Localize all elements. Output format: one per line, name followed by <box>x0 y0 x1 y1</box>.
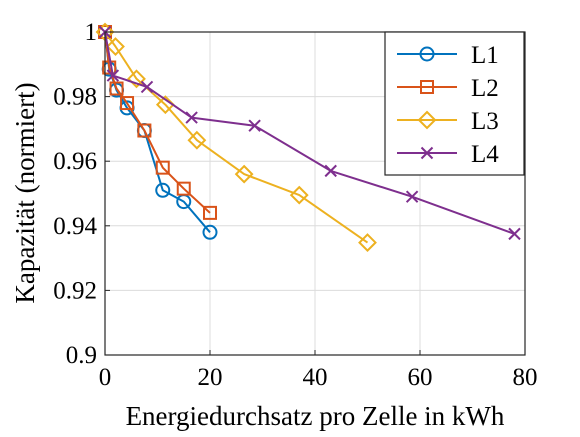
legend-label-l1: L1 <box>471 42 499 69</box>
data-point-l3 <box>234 164 254 184</box>
legend-marker-l2 <box>420 80 434 94</box>
data-point-l4 <box>508 227 521 241</box>
data-point-l3 <box>187 130 207 150</box>
data-point-l4 <box>405 190 419 203</box>
data-point-l4 <box>106 69 120 82</box>
series-l4 <box>98 25 521 241</box>
data-point-l2 <box>109 81 124 96</box>
legend: L1 L2 L3 L4 <box>384 31 525 176</box>
data-point-l3 <box>127 69 146 89</box>
data-point-l3 <box>358 233 377 253</box>
data-point-l2 <box>102 60 117 75</box>
legend-marker-l4 <box>420 146 434 160</box>
x-tick-label: 80 <box>513 364 538 391</box>
y-tick-label: 0.96 <box>53 148 97 175</box>
legend-label-l4: L4 <box>471 141 499 168</box>
y-axis-title: Kapazität (normiert) <box>10 82 40 303</box>
data-point-l2 <box>137 123 152 138</box>
data-point-l4 <box>324 164 337 178</box>
data-point-l3 <box>289 185 309 205</box>
plot-frame <box>104 31 526 356</box>
x-tick-label: 20 <box>198 364 223 391</box>
y-tick-label: 0.9 <box>66 342 97 369</box>
x-tick-label: 60 <box>408 364 433 391</box>
legend-label-l3: L3 <box>471 108 499 135</box>
data-point-l1 <box>202 224 218 240</box>
x-tick-label: 40 <box>303 364 328 391</box>
data-point-l2 <box>203 205 217 220</box>
y-tick-label: 0.92 <box>53 277 97 304</box>
data-point-l4 <box>248 119 261 132</box>
y-tick-label: 0.98 <box>53 84 97 111</box>
data-point-l3 <box>106 37 125 56</box>
legend-box <box>384 31 525 176</box>
data-point-l1 <box>155 182 171 198</box>
tick-labels: 0 20 40 60 80 0.9 0.92 0.94 0.96 0.98 1 <box>53 19 537 391</box>
data-point-l4 <box>185 111 198 124</box>
y-tick-label: 0.94 <box>53 213 97 240</box>
data-point-l2 <box>176 181 191 196</box>
series-line-l4 <box>104 31 515 235</box>
series-layer <box>95 22 521 253</box>
series-l2 <box>98 25 217 220</box>
x-tick-label: 0 <box>99 364 112 391</box>
y-tick-label: 1 <box>85 19 98 46</box>
legend-marker-l3 <box>417 110 437 130</box>
data-point-l4 <box>140 80 154 94</box>
legend-marker-l1 <box>419 46 435 62</box>
x-axis-title: Energiedurchsatz pro Zelle in kWh <box>126 401 505 431</box>
data-point-l2 <box>155 160 170 175</box>
legend-label-l2: L2 <box>471 75 499 102</box>
data-point-l2 <box>120 96 135 111</box>
series-line-l2 <box>104 31 211 214</box>
